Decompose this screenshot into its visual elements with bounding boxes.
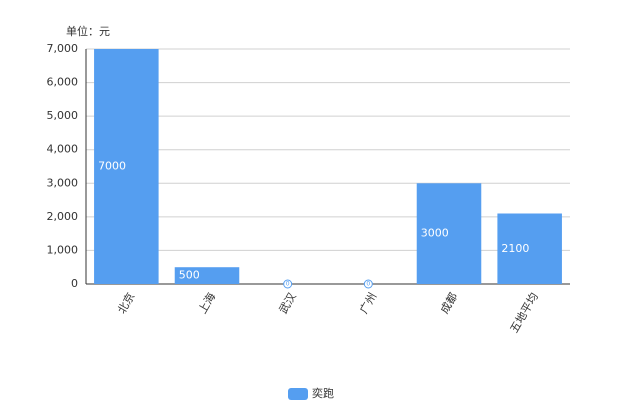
y-tick-label: 4,000 <box>47 143 79 156</box>
x-tick-label: 上海 <box>195 290 218 316</box>
data-label: 0 <box>286 281 290 288</box>
x-tick-label: 武汉 <box>277 291 299 317</box>
y-tick-label: 1,000 <box>47 243 79 256</box>
data-label-badge <box>283 279 293 289</box>
unit-label: 单位：元 <box>66 24 110 38</box>
legend-swatch[interactable] <box>288 388 308 400</box>
data-label: 2100 <box>501 242 529 255</box>
y-tick-label: 7,000 <box>47 42 79 55</box>
data-label: 7000 <box>98 160 126 173</box>
x-tick-label: 五地平均 <box>508 291 541 336</box>
data-label: 3000 <box>421 227 449 240</box>
x-tick-label: 北京 <box>114 290 137 316</box>
bar <box>94 49 159 284</box>
bar <box>174 267 240 284</box>
legend-label: 奕跑 <box>312 386 334 400</box>
y-tick-label: 3,000 <box>47 176 79 189</box>
y-tick-label: 5,000 <box>47 109 79 122</box>
y-tick-label: 0 <box>71 277 78 290</box>
data-label: 500 <box>179 269 200 282</box>
bar <box>416 183 482 284</box>
bar <box>497 213 562 284</box>
data-label: 0 <box>366 281 370 288</box>
y-tick-label: 6,000 <box>47 76 79 89</box>
y-tick-label: 2,000 <box>47 210 79 223</box>
data-label-badge <box>363 279 373 289</box>
x-tick-label: 成都 <box>438 291 460 317</box>
x-tick-label: 广州 <box>357 291 379 317</box>
